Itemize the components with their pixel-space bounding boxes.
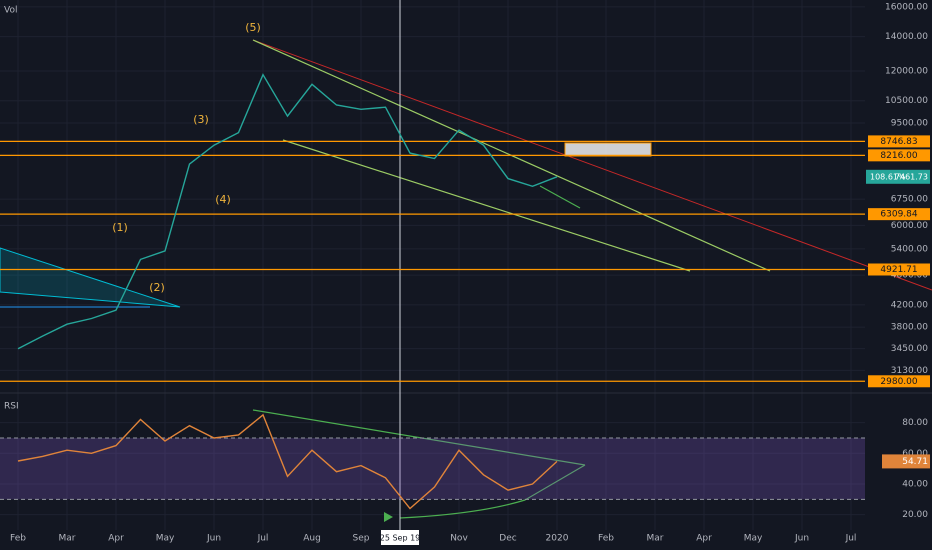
x-tick-label: Nov [450, 534, 468, 544]
last-rsi-tag [882, 454, 930, 469]
level-tag [868, 208, 930, 221]
level-label: 8216.00 [880, 151, 917, 161]
price-line [17, 73, 558, 350]
trend-line [539, 185, 581, 209]
wave-label: (2) [149, 281, 165, 294]
y-tick-label: 20.00 [902, 510, 928, 520]
y-tick-label: 9500.00 [891, 118, 928, 128]
level-tag [868, 149, 930, 162]
y-tick-label: 40.00 [902, 479, 928, 489]
x-tick-label: Aug [303, 534, 321, 544]
wave-label: (5) [245, 21, 261, 34]
last-price-tag [866, 169, 930, 184]
cursor-tag [381, 530, 419, 545]
rsi-label: RSI [4, 402, 19, 412]
cursor-label: 25 Sep 19 [380, 534, 421, 543]
level-label: 6309.84 [880, 210, 917, 220]
x-tick-label: Mar [59, 534, 76, 544]
trend-line [252, 39, 932, 291]
rsi-band [0, 437, 865, 500]
last-rsi-label: 54.71 [902, 457, 928, 467]
y-tick-label: 16000.00 [885, 2, 928, 12]
x-tick-label: Feb [598, 534, 614, 544]
grid [0, 0, 865, 530]
level-tag [868, 375, 930, 388]
y-tick-label: 4800.00 [891, 271, 928, 281]
x-tick-label: Jul [257, 534, 269, 544]
y-tick-label: 6000.00 [891, 221, 928, 231]
rectangle-drawing [564, 142, 652, 157]
wave-label: (3) [193, 113, 209, 126]
wave-label: (4) [215, 193, 231, 206]
y-tick-label: 3130.00 [891, 366, 928, 376]
level-label: 8746.83 [880, 137, 917, 147]
x-tick-label: Feb [10, 534, 26, 544]
x-tick-label: Jun [206, 534, 221, 544]
trend-line [282, 139, 691, 272]
rsi-line [17, 413, 558, 510]
y-tick-label: 5400.00 [891, 244, 928, 254]
x-tick-label: Mar [647, 534, 664, 544]
x-tick-label: Apr [108, 534, 124, 544]
y-tick-label: 14000.00 [885, 32, 928, 42]
x-tick-label: Sep [353, 534, 370, 544]
level-tag [868, 135, 930, 148]
y-tick-label: 4200.00 [891, 300, 928, 310]
x-tick-label: Apr [696, 534, 712, 544]
x-tick-label: 2020 [546, 534, 569, 544]
rsi-trend-line [252, 409, 586, 466]
wave-label: (1) [112, 221, 128, 234]
x-tick-label: Jul [845, 534, 857, 544]
triangle-drawing [0, 247, 181, 308]
x-tick-label: Dec [499, 534, 516, 544]
y-tick-label: 60.00 [902, 449, 928, 459]
change-label: 108.61% [870, 172, 906, 181]
arrow-icon [384, 512, 393, 522]
rsi-trend-line [399, 464, 586, 519]
y-tick-label: 6750.00 [891, 195, 928, 205]
level-label: 2980.00 [880, 377, 917, 387]
last-price-label: 7461.73 [895, 172, 928, 181]
level-label: 4921.71 [880, 265, 917, 275]
y-tick-label: 80.00 [902, 418, 928, 428]
y-tick-label: 10500.00 [885, 96, 928, 106]
x-tick-label: Jun [794, 534, 809, 544]
y-tick-label: 12000.00 [885, 66, 928, 76]
x-tick-label: May [744, 534, 763, 544]
y-tick-label: 3450.00 [891, 344, 928, 354]
y-tick-label: 3800.00 [891, 323, 928, 333]
x-tick-label: May [156, 534, 175, 544]
level-tag [868, 263, 930, 276]
volume-label: Vol [4, 6, 17, 16]
